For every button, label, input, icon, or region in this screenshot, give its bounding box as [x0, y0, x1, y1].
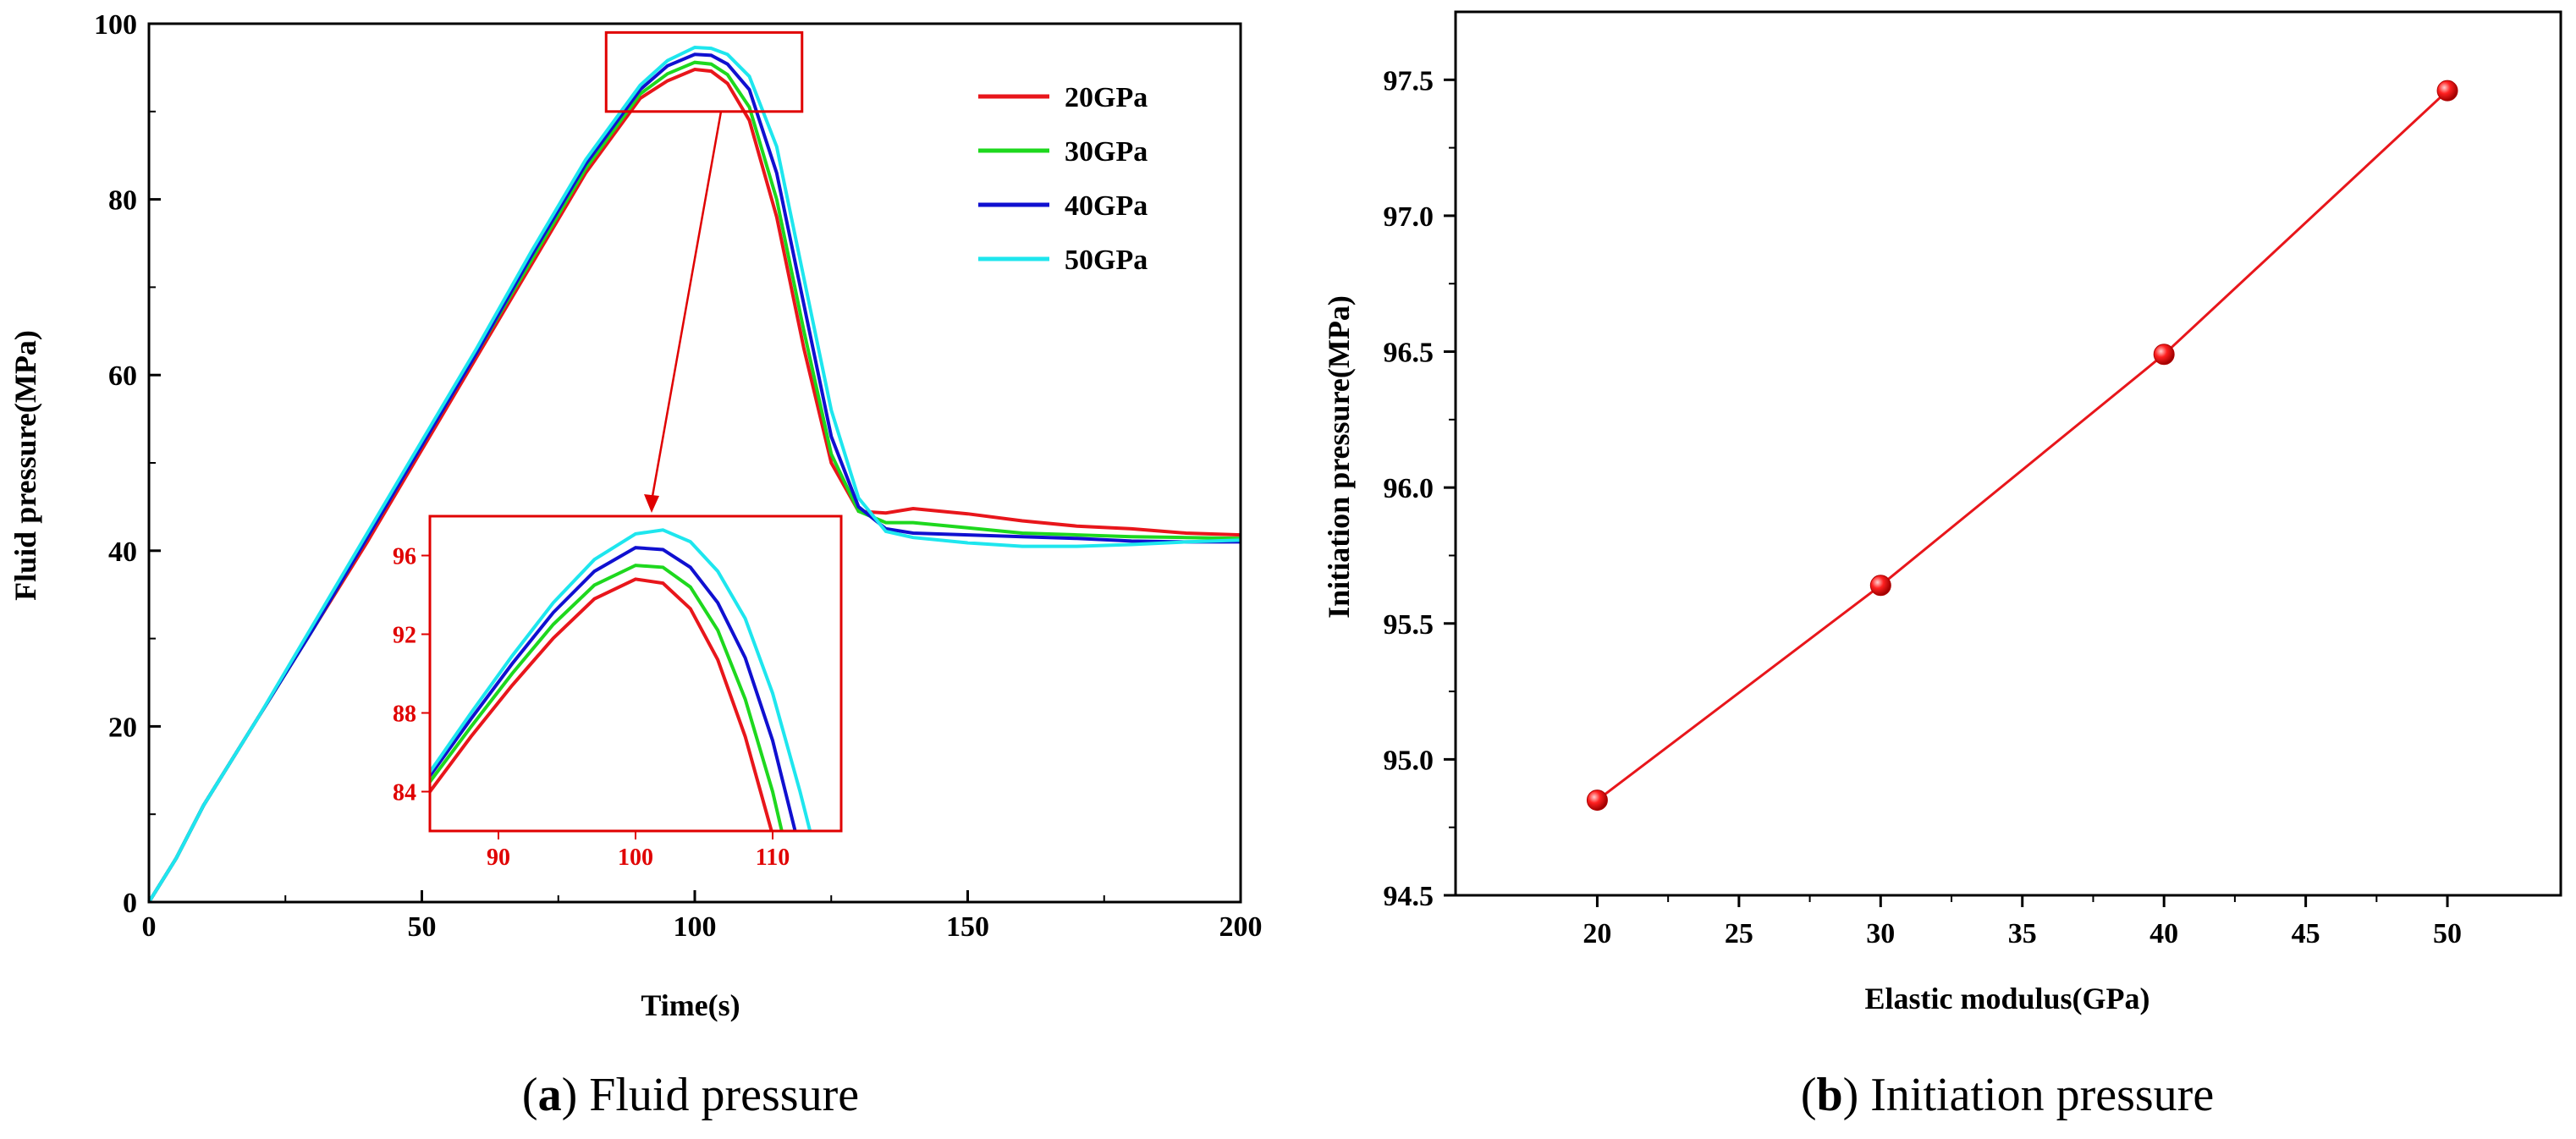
y-tick-label: 97.0: [1384, 201, 1434, 233]
caption-a-letter: a: [538, 1069, 562, 1121]
x-tick-label: 200: [1219, 911, 1263, 943]
inset-chart: 90 100 110 84 88 92 96: [393, 514, 843, 871]
x-tick-label: 40: [2149, 918, 2178, 949]
inset-series-group: [430, 528, 812, 831]
y-tick-label: 94.5: [1384, 881, 1434, 912]
caption-a-text: Fluid pressure: [577, 1069, 859, 1121]
chart-b-initiation-pressure: 20 25 30 35 40 45 50 94.5 95.0 95.5 96.0 96.5 97.0 97…: [1322, 10, 2562, 1015]
inset-y-tick-label: 92: [393, 623, 416, 649]
inset-y-tick-label: 84: [393, 780, 416, 806]
zoom-arrow-line: [650, 111, 723, 502]
series-line-40GPa: [147, 52, 1241, 904]
inset-x-tick-label: 90: [487, 845, 510, 871]
chart-a-fluid-pressure: 90 100 110 84 88 92 96 0 50 100 150 200 0 20 40 60 80 10…: [8, 9, 1263, 1022]
y-tick-label: 95.5: [1384, 609, 1434, 641]
x-tick-label: 30: [1866, 918, 1895, 949]
caption-b: (b) Initiation pressure: [1801, 1069, 2214, 1121]
chart-a-legend: 20GPa 30GPa 40GPa 50GPa: [978, 82, 1148, 276]
chart-b-x-axis-label: Elastic modulus(GPa): [1864, 982, 2149, 1015]
data-point: [1869, 575, 1891, 597]
inset-y-tick-label: 88: [393, 702, 416, 728]
y-tick-label: 80: [108, 185, 137, 217]
x-tick-label: 150: [946, 911, 989, 943]
y-tick-label: 0: [123, 888, 137, 919]
chart-a-series-group: [147, 45, 1241, 904]
legend-label-20GPa: 20GPa: [1065, 82, 1148, 113]
chart-b-series-group: [1586, 80, 2458, 812]
legend-label-30GPa: 30GPa: [1065, 136, 1148, 168]
caption-b-letter: b: [1816, 1069, 1842, 1121]
x-tick-label: 45: [2292, 918, 2320, 949]
data-point: [2436, 80, 2458, 102]
x-tick-label: 100: [674, 911, 717, 943]
x-tick-label: 25: [1725, 918, 1753, 949]
chart-b-y-axis-label: Initiation pressure(MPa): [1322, 295, 1356, 619]
inset-series-line-30GPa: [430, 564, 784, 831]
x-tick-label: 20: [1582, 918, 1611, 949]
y-tick-label: 60: [108, 360, 137, 392]
data-point: [2153, 344, 2175, 366]
zoom-arrow-head: [644, 494, 659, 513]
chart-a-x-axis-label: Time(s): [641, 988, 740, 1022]
chart-b-axes: 20 25 30 35 40 45 50 94.5 95.0 95.5 96.0 96.5 97.0 97…: [1384, 10, 2562, 949]
legend-label-50GPa: 50GPa: [1065, 245, 1148, 276]
y-tick-label: 97.5: [1384, 65, 1434, 96]
series-line-initiation-pressure: [1596, 90, 2449, 801]
zoom-box: [604, 30, 804, 113]
inset-series-line-40GPa: [430, 546, 797, 831]
inset-x-tick-label: 100: [618, 845, 653, 871]
chart-b-frame: [1454, 10, 2562, 897]
y-tick-label: 95.0: [1384, 745, 1434, 776]
inset-x-tick-label: 110: [756, 845, 790, 871]
chart-a-axes: 0 50 100 150 200 0 20 40 60 80 100: [94, 9, 1263, 943]
y-tick-label: 100: [94, 9, 137, 41]
zoom-callout: [604, 30, 804, 513]
inset-background: [430, 516, 841, 831]
series-line-50GPa: [147, 45, 1241, 904]
inset-series-line-20GPa: [430, 577, 773, 831]
inset-series-line-50GPa: [430, 528, 812, 831]
x-tick-label: 50: [408, 911, 437, 943]
x-tick-label: 35: [2008, 918, 2037, 949]
inset-y-tick-label: 96: [393, 544, 416, 570]
x-tick-label: 0: [142, 911, 157, 943]
legend-label-40GPa: 40GPa: [1065, 190, 1148, 222]
y-tick-label: 40: [108, 536, 137, 568]
chart-a-y-axis-label: Fluid pressure(MPa): [8, 330, 42, 601]
y-tick-label: 96.0: [1384, 473, 1434, 504]
y-tick-label: 96.5: [1384, 338, 1434, 369]
caption-b-text: Initiation pressure: [1858, 1069, 2214, 1121]
y-tick-label: 20: [108, 712, 137, 743]
caption-a: (a) Fluid pressure: [522, 1069, 859, 1121]
x-tick-label: 50: [2433, 918, 2462, 949]
data-point: [1586, 790, 1608, 812]
